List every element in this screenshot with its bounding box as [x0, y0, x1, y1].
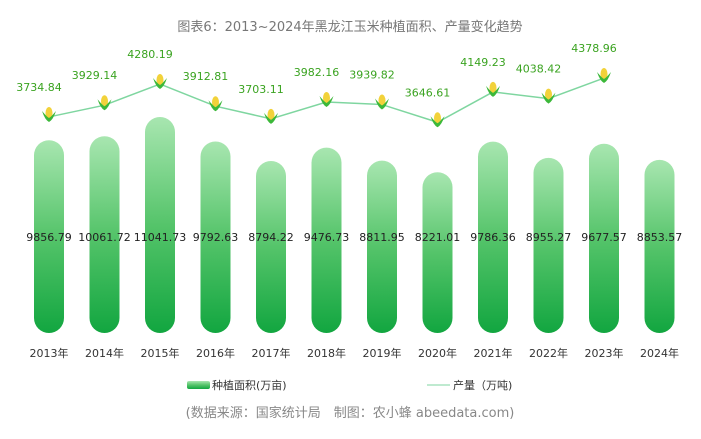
corn-marker-icon: [97, 95, 112, 111]
x-tick-label: 2022年: [529, 346, 568, 360]
legend-bar-label: 种植面积(万亩): [212, 378, 287, 392]
bar: [34, 140, 64, 333]
bar-value-label: 8794.22: [248, 231, 294, 244]
corn-marker-icon: [42, 106, 56, 122]
bar-value-label: 11041.73: [134, 231, 187, 244]
x-tick-label: 2016年: [196, 346, 235, 360]
x-tick-label: 2020年: [418, 346, 457, 360]
corn-marker-icon: [208, 96, 223, 112]
bar: [589, 143, 619, 333]
legend-bar-swatch: [187, 381, 210, 389]
x-tick-label: 2021年: [474, 346, 513, 360]
corn-marker-icon: [319, 92, 334, 108]
line-value-label: 3929.14: [72, 69, 118, 82]
line-value-label: 3982.16: [294, 66, 340, 79]
x-tick-label: 2018年: [307, 346, 346, 360]
line-value-label: 4280.19: [127, 48, 173, 61]
x-tick-label: 2015年: [141, 346, 180, 360]
corn-marker-icon: [486, 81, 500, 97]
bar-value-label: 9792.63: [193, 231, 239, 244]
x-tick-label: 2017年: [252, 346, 291, 360]
bar-value-label: 8811.95: [359, 231, 405, 244]
bar: [422, 172, 453, 333]
bar-value-label: 8955.27: [526, 231, 572, 244]
line-value-label: 3734.84: [16, 81, 62, 94]
legend-line-label: 产量（万吨): [453, 378, 512, 392]
x-tick-label: 2023年: [585, 346, 624, 360]
bar: [533, 157, 564, 333]
bar-value-label: 8221.01: [415, 231, 461, 244]
x-tick-label: 2019年: [363, 346, 402, 360]
line-value-label: 4038.42: [516, 63, 562, 76]
bar-value-label: 9786.36: [470, 231, 516, 244]
corn-marker-icon: [264, 108, 278, 124]
bar-value-label: 9856.79: [26, 231, 72, 244]
corn-marker-icon: [597, 68, 611, 84]
line-value-label: 4378.96: [571, 42, 617, 55]
bar: [644, 159, 675, 333]
bar: [145, 117, 175, 333]
bar: [256, 160, 286, 333]
corn-marker-icon: [375, 94, 389, 110]
corn-marker-icon: [541, 88, 556, 104]
chart-title: 图表6：2013~2024年黑龙江玉米种植面积、产量变化趋势: [177, 19, 522, 35]
line-value-label: 3912.81: [183, 70, 229, 83]
bar-value-label: 8853.57: [637, 231, 683, 244]
corn-marker-icon: [430, 112, 445, 128]
line-value-label: 3646.61: [405, 86, 451, 99]
bar: [478, 141, 508, 333]
bar: [89, 136, 120, 333]
x-tick-label: 2013年: [30, 346, 69, 360]
corn-marker-icon: [153, 74, 167, 89]
line-value-label: 3939.82: [349, 69, 395, 82]
bar-value-label: 9677.57: [581, 231, 627, 244]
bar: [200, 141, 231, 333]
bar: [311, 147, 342, 333]
bar-value-label: 9476.73: [304, 231, 350, 244]
x-tick-label: 2014年: [85, 346, 124, 360]
x-tick-label: 2024年: [640, 346, 679, 360]
line-value-label: 3703.11: [238, 83, 284, 96]
line-value-label: 4149.23: [460, 56, 506, 69]
bar: [367, 160, 397, 333]
source-note: (数据来源：国家统计局 制图：农小蜂 abeedata.com): [186, 405, 515, 421]
bar-value-label: 10061.72: [78, 231, 131, 244]
